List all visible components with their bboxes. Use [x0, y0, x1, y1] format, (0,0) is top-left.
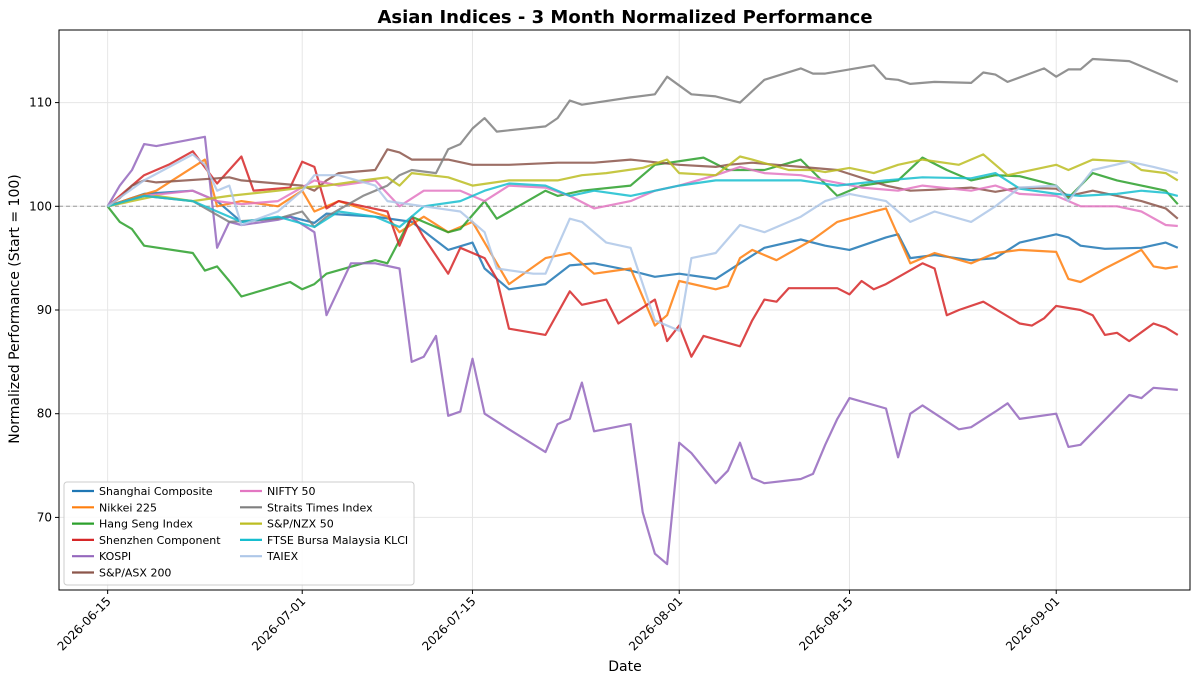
series-line-nikkei-225 — [107, 158, 1178, 327]
legend-label: Shanghai Composite — [99, 485, 213, 498]
legend-label: FTSE Bursa Malaysia KLCI — [267, 534, 408, 547]
x-axis-label: Date — [608, 659, 641, 675]
y-tick-label: 70 — [37, 510, 52, 524]
legend-label: Hang Seng Index — [99, 518, 193, 531]
chart-title: Asian Indices - 3 Month Normalized Perfo… — [377, 7, 872, 28]
legend-box — [63, 481, 415, 586]
legend: Shanghai Composite Nikkei 225 Hang Seng In… — [63, 481, 415, 586]
y-tick-label: 90 — [37, 303, 52, 317]
series-line-shanghai-composite — [107, 189, 1179, 291]
y-tick-label: 100 — [29, 199, 52, 213]
series-line-kospi — [106, 135, 1178, 566]
grid — [59, 30, 1190, 590]
legend-label: S&P/ASX 200 — [99, 567, 171, 580]
y-axis-label: Normalized Performance (Start = 100) — [7, 174, 23, 444]
legend-label: Straits Times Index — [267, 501, 373, 514]
legend-label: NIFTY 50 — [267, 485, 316, 498]
legend-label: KOSPI — [99, 550, 131, 563]
legend-label: Shenzhen Component — [99, 534, 221, 547]
legend-label: TAIEX — [266, 550, 299, 563]
series-line-s-p-nzx-50 — [107, 153, 1179, 208]
y-tick-label: 110 — [29, 96, 52, 110]
series-line-ftse-bursa-malaysia-klci — [107, 172, 1179, 229]
series-line-straits-times-index — [107, 57, 1179, 229]
series-lines — [106, 57, 1179, 566]
legend-label: Nikkei 225 — [99, 501, 157, 514]
y-axis-ticks: 70 80 90 100 110 — [29, 96, 59, 524]
legend-label: S&P/NZX 50 — [267, 518, 334, 531]
series-line-taiex — [106, 153, 1179, 332]
series-line-s-p-asx-200 — [106, 148, 1179, 220]
y-tick-label: 80 — [37, 407, 52, 421]
